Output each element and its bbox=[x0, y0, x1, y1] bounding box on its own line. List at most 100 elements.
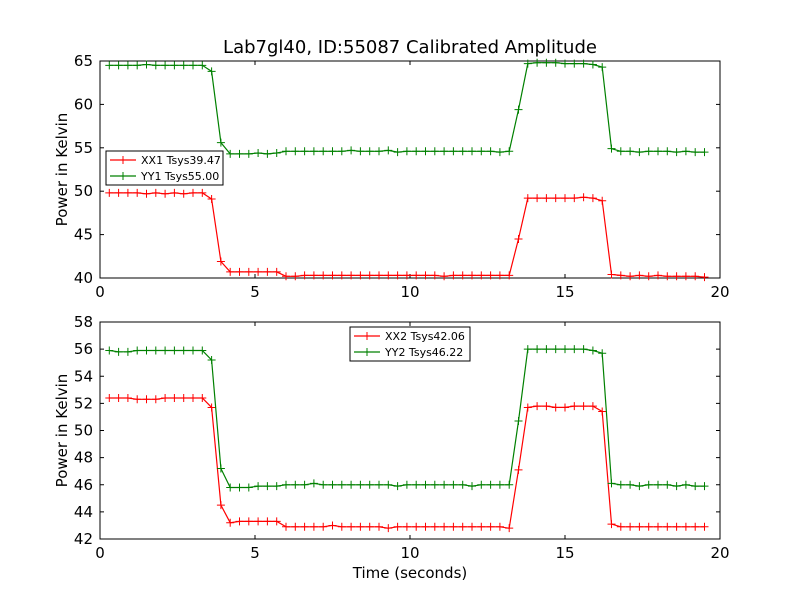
data-point-marker bbox=[458, 480, 467, 489]
data-point-marker bbox=[105, 393, 114, 402]
data-point-marker bbox=[468, 147, 476, 156]
legend: XX1 Tsys39.47 YY1 Tsys55.00 bbox=[105, 150, 224, 186]
data-point-marker bbox=[561, 59, 569, 68]
data-point-marker bbox=[365, 271, 374, 280]
x-tick-label: 10 bbox=[400, 283, 419, 301]
series-2 bbox=[105, 58, 709, 158]
data-point-marker bbox=[272, 482, 281, 491]
panel-1: 0 5 10 15 20 40 45 50 55 60 65 Power in Kelvin XX1 T… bbox=[53, 52, 730, 301]
data-point-marker bbox=[151, 395, 160, 404]
data-point-marker bbox=[644, 480, 653, 489]
y-axis-label: Power in Kelvin bbox=[53, 113, 71, 227]
data-point-marker bbox=[347, 522, 356, 531]
data-point-marker bbox=[458, 271, 467, 280]
data-point-marker bbox=[486, 271, 495, 280]
data-point-marker bbox=[328, 521, 337, 530]
data-point-marker bbox=[300, 147, 309, 156]
data-point-marker bbox=[449, 271, 458, 280]
data-point-marker bbox=[244, 267, 253, 276]
data-point-marker bbox=[235, 517, 244, 526]
panel-2: 0 5 10 15 20 42 44 46 48 50 52 54 56 58 Power in Kelvi… bbox=[53, 313, 730, 582]
data-point-marker bbox=[291, 522, 300, 531]
data-point-marker bbox=[300, 271, 309, 280]
y-tick-label: 48 bbox=[74, 449, 93, 467]
data-point-marker bbox=[561, 194, 569, 203]
data-point-marker bbox=[384, 146, 393, 155]
data-point-marker bbox=[654, 522, 662, 531]
data-point-marker bbox=[282, 522, 290, 531]
y-tick-label: 56 bbox=[74, 340, 93, 358]
data-point-marker bbox=[579, 402, 588, 411]
y-tick-label: 65 bbox=[74, 52, 93, 70]
data-point-marker bbox=[468, 522, 476, 531]
y-tick-label: 55 bbox=[74, 139, 93, 157]
data-point-marker bbox=[607, 270, 616, 279]
data-point-marker bbox=[402, 147, 411, 156]
data-point-marker bbox=[328, 271, 337, 280]
data-point-marker bbox=[170, 188, 179, 197]
data-point-marker bbox=[189, 61, 197, 70]
data-point-marker bbox=[282, 480, 290, 489]
data-point-marker bbox=[207, 67, 216, 76]
data-point-marker bbox=[263, 267, 272, 276]
data-point-marker bbox=[337, 522, 346, 531]
data-point-marker bbox=[133, 395, 142, 404]
data-point-marker bbox=[551, 403, 560, 412]
data-point-marker bbox=[588, 346, 597, 355]
y-tick-label: 40 bbox=[74, 269, 93, 287]
data-point-marker bbox=[198, 61, 207, 70]
data-point-marker bbox=[486, 522, 495, 531]
data-point-marker bbox=[179, 346, 188, 355]
data-point-marker bbox=[700, 148, 709, 157]
data-point-marker bbox=[198, 188, 207, 197]
data-point-marker bbox=[207, 195, 216, 204]
data-point-marker bbox=[161, 346, 170, 355]
legend-label: YY2 Tsys46.22 bbox=[384, 346, 463, 359]
data-point-marker bbox=[207, 403, 216, 412]
data-point-marker bbox=[551, 58, 560, 67]
data-point-marker bbox=[170, 61, 179, 70]
data-point-marker bbox=[561, 403, 569, 412]
data-point-marker bbox=[551, 194, 560, 203]
data-point-marker bbox=[616, 271, 625, 280]
x-tick-label: 5 bbox=[250, 283, 260, 301]
y-tick-label: 44 bbox=[74, 503, 93, 521]
data-point-marker bbox=[598, 349, 607, 358]
data-point-marker bbox=[133, 346, 142, 355]
data-point-marker bbox=[468, 482, 476, 491]
data-point-marker bbox=[300, 480, 309, 489]
data-point-marker bbox=[654, 147, 662, 156]
data-point-marker bbox=[514, 465, 523, 474]
data-point-marker bbox=[681, 147, 690, 156]
data-point-marker bbox=[272, 149, 281, 158]
data-point-marker bbox=[672, 482, 681, 491]
data-point-marker bbox=[179, 61, 188, 70]
x-tick-label: 20 bbox=[710, 283, 729, 301]
data-point-marker bbox=[458, 522, 467, 531]
data-point-marker bbox=[430, 147, 439, 156]
data-point-marker bbox=[244, 483, 253, 492]
data-point-marker bbox=[142, 60, 151, 69]
data-point-marker bbox=[347, 480, 356, 489]
legend-swatch-marker bbox=[363, 348, 371, 356]
legend-swatch-marker bbox=[119, 156, 127, 164]
legend-label: XX1 Tsys39.47 bbox=[141, 154, 221, 167]
data-point-marker bbox=[226, 149, 235, 158]
data-point-marker bbox=[654, 271, 662, 280]
data-point-marker bbox=[440, 272, 449, 281]
data-point-marker bbox=[356, 522, 365, 531]
data-point-marker bbox=[393, 482, 402, 491]
data-point-marker bbox=[486, 480, 495, 489]
data-point-marker bbox=[523, 59, 532, 68]
data-point-marker bbox=[123, 347, 132, 356]
data-point-marker bbox=[133, 61, 142, 70]
data-point-marker bbox=[542, 345, 551, 354]
data-point-marker bbox=[226, 518, 235, 527]
data-point-marker bbox=[291, 272, 300, 281]
data-point-marker bbox=[254, 482, 263, 491]
data-point-marker bbox=[449, 522, 458, 531]
x-axis-label: Time (seconds) bbox=[352, 564, 468, 582]
data-point-marker bbox=[691, 482, 700, 491]
x-tick-label: 0 bbox=[95, 544, 105, 562]
data-point-marker bbox=[216, 501, 225, 510]
